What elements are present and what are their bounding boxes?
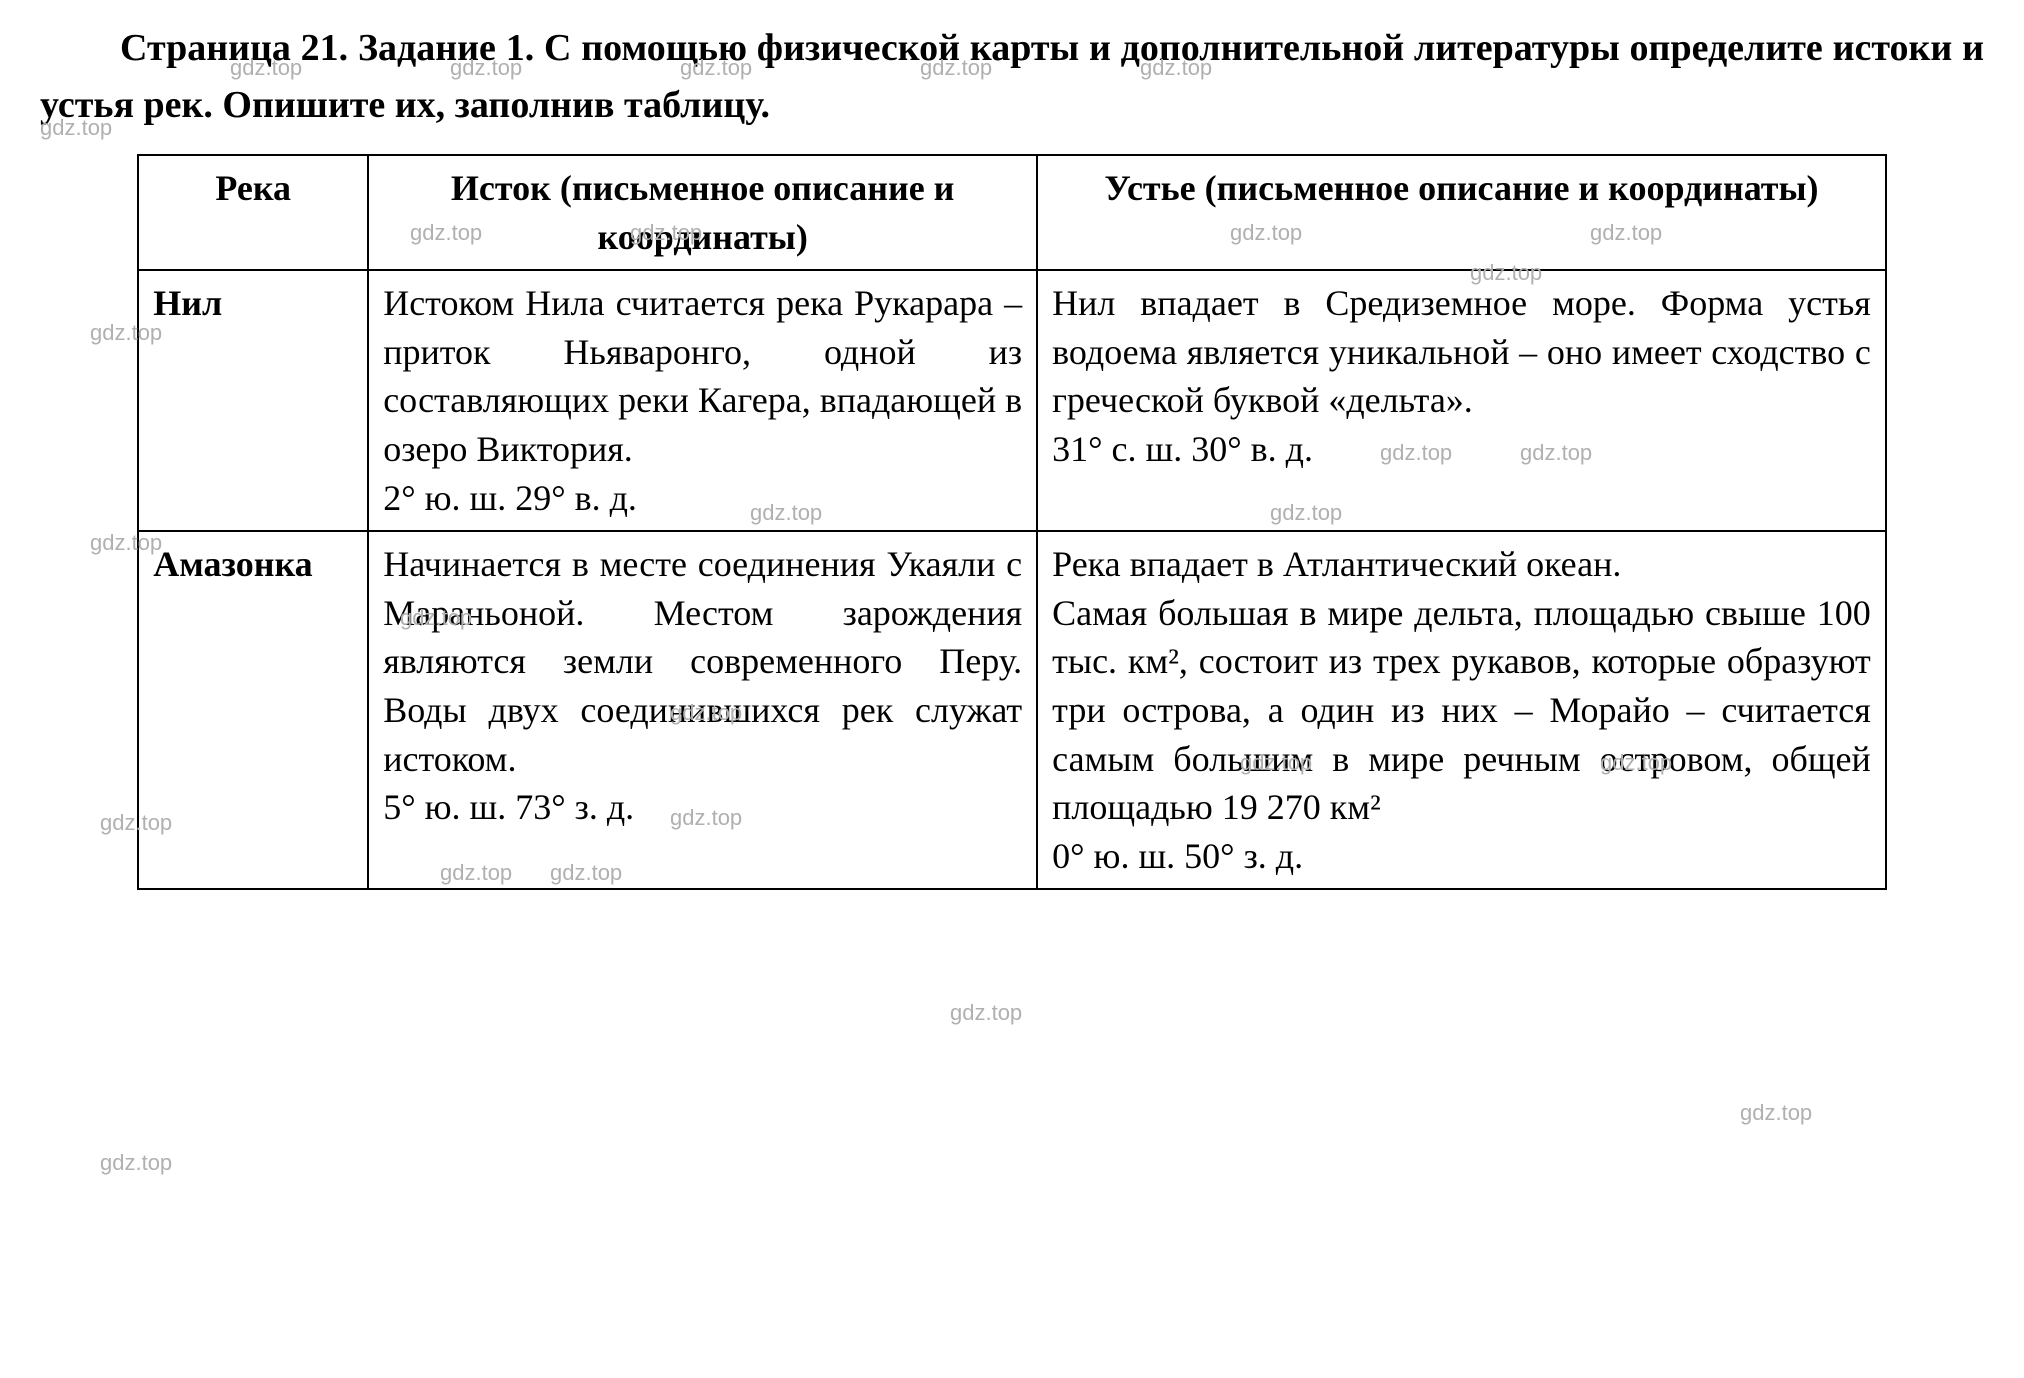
header-mouth: Устье (письменное описание и координаты) (1037, 155, 1886, 270)
cell-mouth: Нил впадает в Средиземное море. Форма ус… (1037, 270, 1886, 531)
watermark: gdz.top (1740, 1100, 1812, 1126)
watermark: gdz.top (100, 1150, 172, 1176)
cell-river: Нил (138, 270, 368, 531)
page-heading: Страница 21. Задание 1. С помощью физиче… (40, 20, 1984, 134)
cell-source: Истоком Нила считается река Рукарара – п… (368, 270, 1037, 531)
cell-source: Начинается в месте соединения Укаяли с М… (368, 531, 1037, 889)
cell-river: Амазонка (138, 531, 368, 889)
cell-mouth: Река впадает в Атлантический океан.Самая… (1037, 531, 1886, 889)
watermark: gdz.top (950, 1000, 1022, 1026)
header-source: Исток (письменное описание и координаты) (368, 155, 1037, 270)
header-river: Река (138, 155, 368, 270)
table-row: Нил Истоком Нила считается река Рукарара… (138, 270, 1886, 531)
rivers-table: Река Исток (письменное описание и коорди… (137, 154, 1887, 890)
table-header-row: Река Исток (письменное описание и коорди… (138, 155, 1886, 270)
table-row: Амазонка Начинается в месте соединения У… (138, 531, 1886, 889)
